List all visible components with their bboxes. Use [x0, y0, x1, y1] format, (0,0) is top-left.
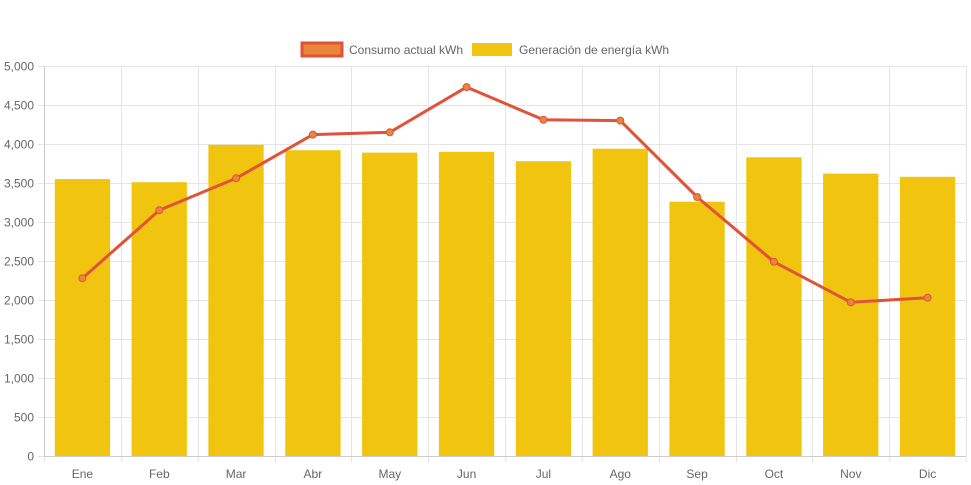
y-tick-label: 2,000 — [4, 294, 34, 308]
legend-label-consumo[interactable]: Consumo actual kWh — [349, 43, 463, 57]
point-consumo[interactable] — [308, 130, 317, 139]
bar-generacion[interactable] — [899, 176, 956, 457]
y-tick-label: 3,000 — [4, 216, 34, 230]
y-tick-label: 4,000 — [4, 138, 34, 152]
point-consumo[interactable] — [385, 128, 394, 137]
point-consumo[interactable] — [769, 257, 778, 266]
y-tick-label: 0 — [27, 450, 34, 464]
y-tick-label: 4,500 — [4, 99, 34, 113]
x-tick-label: Oct — [765, 467, 784, 481]
bar-generacion[interactable] — [515, 161, 572, 456]
x-tick-label: Ene — [72, 467, 94, 481]
axis-layer: 0 500 1,000 1,500 2,000 2,500 3,000 3,500 4,000 4… — [4, 60, 966, 481]
line-consumo — [81, 85, 928, 304]
x-tick-label: Mar — [226, 467, 247, 481]
bar-generacion[interactable] — [746, 157, 802, 457]
point-consumo[interactable] — [923, 293, 932, 302]
y-tick-label: 1,500 — [4, 333, 34, 347]
bar-generacion[interactable] — [823, 173, 879, 456]
bar-generacion[interactable] — [362, 152, 418, 456]
point-consumo[interactable] — [693, 193, 702, 201]
point-consumo[interactable] — [846, 298, 855, 307]
bar-layer — [54, 144, 956, 457]
x-tick-label: May — [378, 467, 401, 481]
point-consumo[interactable] — [616, 116, 625, 125]
point-consumo[interactable] — [462, 83, 471, 92]
bar-generacion[interactable] — [285, 150, 341, 456]
legend-swatch-consumo[interactable] — [300, 41, 344, 58]
legend-swatch-generacion[interactable] — [472, 43, 512, 56]
point-consumo[interactable] — [155, 206, 164, 215]
legend: Consumo actual kWh Generación de energía… — [300, 41, 669, 58]
x-tick-label: Feb — [149, 467, 170, 481]
y-tick-label: 2,500 — [4, 255, 34, 269]
x-tick-label: Jul — [536, 467, 551, 481]
y-tick-label: 500 — [14, 411, 34, 425]
bar-generacion[interactable] — [208, 144, 264, 457]
x-tick-label: Nov — [840, 467, 861, 481]
point-consumo[interactable] — [232, 174, 241, 183]
line-layer — [78, 83, 932, 307]
x-tick-label: Sep — [686, 467, 708, 481]
legend-label-generacion[interactable]: Generación de energía kWh — [519, 43, 669, 57]
point-consumo[interactable] — [78, 274, 87, 283]
bar-generacion[interactable] — [438, 151, 495, 457]
x-tick-label: Dic — [919, 467, 936, 481]
y-tick-label: 1,000 — [4, 372, 34, 386]
y-tick-label: 3,500 — [4, 177, 34, 191]
bar-generacion[interactable] — [54, 179, 111, 456]
x-tick-label: Abr — [304, 467, 323, 481]
bar-generacion[interactable] — [592, 148, 648, 456]
point-consumo[interactable] — [539, 115, 548, 124]
x-tick-label: Ago — [610, 467, 632, 481]
x-tick-label: Jun — [457, 467, 476, 481]
y-tick-label: 5,000 — [4, 60, 34, 74]
bar-generacion[interactable] — [669, 201, 725, 456]
bar-generacion[interactable] — [131, 182, 187, 456]
